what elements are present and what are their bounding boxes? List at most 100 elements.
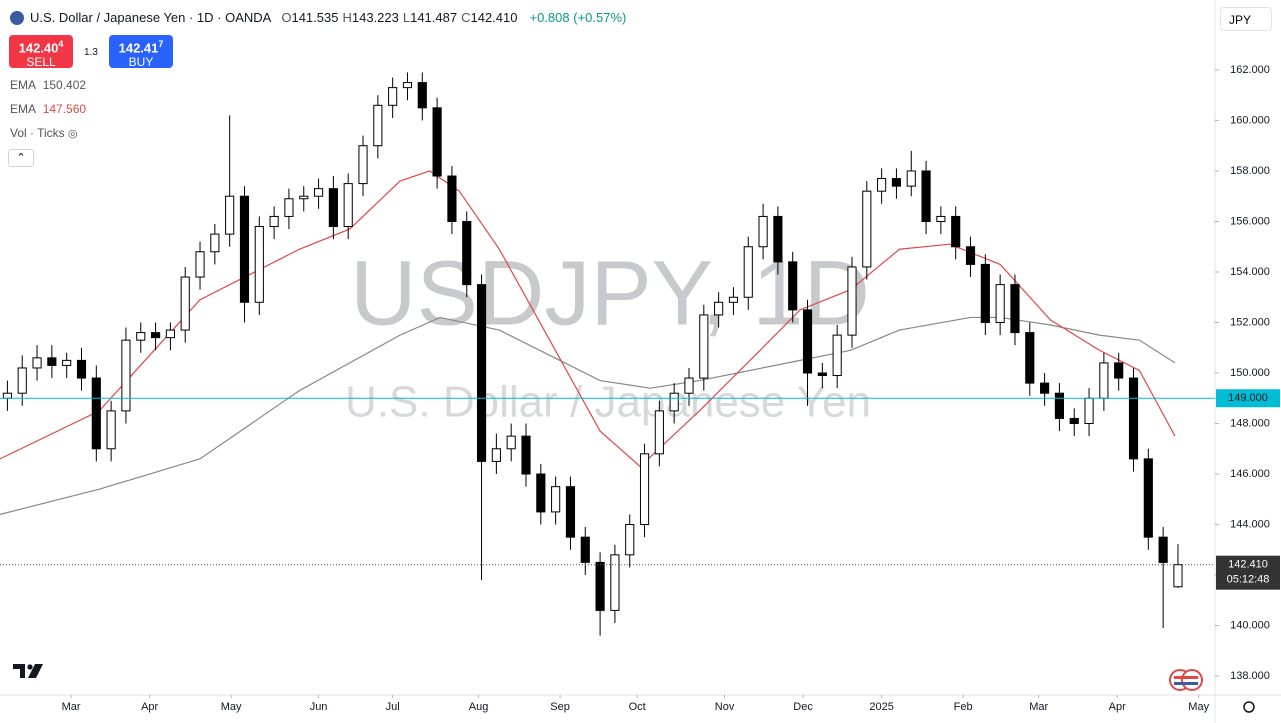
- candle-body: [847, 266, 857, 336]
- y-tick-label: 146.000: [1230, 468, 1270, 480]
- candle-body: [106, 410, 116, 450]
- sell-pip: 4: [58, 39, 64, 49]
- ohlc-key: C: [461, 10, 471, 25]
- volume-text: Vol · Ticks: [10, 126, 65, 140]
- candle-body: [195, 251, 205, 278]
- candle-body: [239, 195, 250, 303]
- last-price-label: 142.410: [1228, 559, 1268, 571]
- candle-body: [610, 554, 620, 611]
- candle-body: [1099, 362, 1109, 399]
- candle-body: [1173, 564, 1183, 588]
- candle-body: [447, 175, 457, 222]
- candle-body: [491, 448, 501, 462]
- buy-button[interactable]: 142.417 BUY: [109, 35, 173, 69]
- candle-body: [877, 178, 887, 192]
- tv-logo: [13, 664, 43, 678]
- candle-body: [802, 309, 813, 374]
- watermark-name: U.S. Dollar / Japanese Yen: [345, 378, 871, 427]
- settings-icon[interactable]: [1243, 701, 1255, 713]
- candle-body: [773, 215, 783, 263]
- candle-body: [714, 301, 724, 316]
- x-tick-label: Jun: [310, 701, 328, 713]
- hline-label-bg: [1216, 389, 1280, 408]
- candle-body: [17, 367, 27, 394]
- candle-body: [210, 233, 220, 253]
- legend-name: EMA: [10, 78, 37, 92]
- sell-button[interactable]: 142.404 SELL: [9, 35, 73, 69]
- currency-button[interactable]: JPY: [1220, 7, 1272, 31]
- symbol-icon: [10, 10, 24, 25]
- candle-body: [180, 276, 190, 331]
- x-tick-label: Mar: [62, 701, 81, 713]
- candle-body: [936, 215, 946, 222]
- candle-body: [328, 188, 338, 228]
- candle-body: [388, 87, 398, 106]
- candle-body: [165, 329, 175, 339]
- candle-body: [2, 392, 12, 399]
- candle-body: [1025, 332, 1035, 384]
- candle-body: [1040, 382, 1050, 394]
- ohlc: O141.535 H143.223 L141.487 C142.410: [277, 10, 517, 25]
- candle-body: [32, 357, 42, 369]
- y-tick-label: 160.000: [1230, 114, 1270, 126]
- candle-body: [580, 536, 590, 563]
- collapse-button[interactable]: ⌃: [8, 149, 34, 167]
- spread: 1.3: [84, 47, 98, 58]
- y-tick-label: 150.000: [1230, 367, 1270, 379]
- candle-body: [1128, 377, 1139, 460]
- x-tick-label: Apr: [141, 701, 158, 713]
- candle-body: [951, 215, 961, 248]
- buy-pip: 7: [158, 39, 164, 49]
- candle-body: [299, 195, 309, 200]
- candle-body: [269, 215, 279, 228]
- candle-body: [625, 524, 635, 556]
- legend-value: 147.560: [42, 102, 87, 116]
- symbol: U.S. Dollar / Japanese Yen · 1D · OANDA: [30, 10, 272, 25]
- ohlc-value: 143.223: [351, 10, 399, 25]
- candle-body: [728, 296, 739, 303]
- y-tick-label: 140.000: [1230, 619, 1270, 631]
- candle-body: [47, 357, 57, 366]
- hline-label: 149.000: [1228, 392, 1268, 404]
- y-tick-label: 152.000: [1230, 316, 1270, 328]
- candle-body: [565, 486, 576, 538]
- x-tick-label: 2025: [869, 701, 893, 713]
- candle-body: [358, 145, 368, 185]
- candle-body: [669, 392, 679, 412]
- x-tick-label: Mar: [1029, 701, 1048, 713]
- candle-body: [758, 215, 768, 248]
- candle-body: [402, 82, 413, 89]
- candle-body: [136, 332, 146, 341]
- candle-body: [343, 183, 353, 228]
- y-tick-label: 148.000: [1230, 417, 1270, 429]
- last-price-bg: [1216, 555, 1280, 590]
- candle-body: [521, 435, 531, 475]
- candle-body: [832, 334, 842, 377]
- candle-body: [254, 226, 264, 303]
- candle-body: [1158, 536, 1168, 563]
- y-tick-label: 154.000: [1230, 266, 1270, 278]
- x-tick-label: Apr: [1109, 701, 1126, 713]
- legend-value: 150.402: [42, 78, 87, 92]
- x-tick-label: Nov: [715, 701, 735, 713]
- ohlc-key: L: [402, 10, 411, 25]
- candle-body: [1143, 458, 1153, 538]
- candle-body: [995, 284, 1005, 323]
- candle-body: [788, 261, 798, 311]
- volume-legend: Vol · Ticks ◎: [10, 126, 78, 140]
- candle-body: [595, 561, 605, 611]
- candle-body: [743, 246, 753, 298]
- x-tick-label: May: [221, 701, 242, 713]
- candle-body: [699, 314, 709, 379]
- sell-price: 142.40: [18, 40, 59, 56]
- candle-body: [432, 107, 442, 177]
- candle-body: [506, 435, 516, 450]
- y-tick-label: 138.000: [1230, 670, 1270, 682]
- y-tick-label: 158.000: [1230, 165, 1270, 177]
- candle-body: [906, 170, 916, 187]
- candle-body: [1054, 392, 1064, 419]
- ohlc-value: 141.487: [410, 10, 458, 25]
- candle-body: [684, 377, 694, 394]
